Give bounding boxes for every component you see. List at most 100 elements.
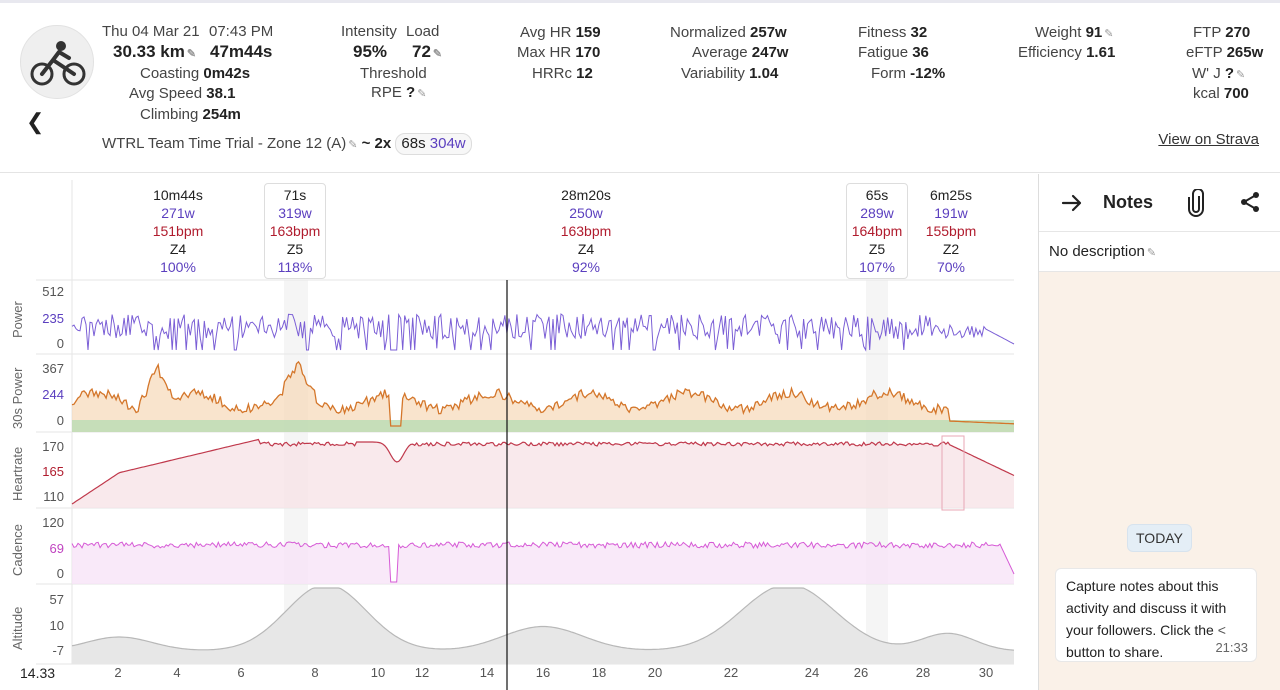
- avg-speed-stat: Avg Speed 38.1: [129, 85, 236, 102]
- cadence-tick-mid: 69: [49, 541, 64, 556]
- activity-date: Thu 04 Mar 21: [102, 23, 200, 40]
- hrrc-stat: HRRc 12: [532, 65, 593, 82]
- load-value[interactable]: 72 ✎: [412, 42, 443, 61]
- x-tick: 10: [370, 665, 386, 680]
- x-tick: 12: [414, 665, 430, 680]
- share-inline-icon: <: [1217, 622, 1226, 638]
- x-tick: 14: [479, 665, 495, 680]
- share-icon[interactable]: [1239, 191, 1261, 213]
- notes-title: Notes: [1103, 192, 1154, 212]
- power30-line: [71, 360, 1015, 427]
- weight-stat[interactable]: Weight 91 ✎: [1035, 24, 1114, 41]
- arrow-right-icon[interactable]: [1061, 192, 1083, 214]
- rpe-stat[interactable]: RPE ? ✎: [371, 84, 427, 101]
- altitude-line: [71, 587, 1015, 651]
- power30-tick-min: 0: [56, 413, 64, 428]
- activity-charts[interactable]: 10m44s 271w 151bpm Z4 100% 71s 319w 163b…: [0, 174, 1038, 690]
- hr-tick-max: 170: [42, 439, 64, 454]
- segment-card-1[interactable]: 10m44s 271w 151bpm Z4 100%: [130, 186, 226, 276]
- notes-description[interactable]: No description ✎: [1039, 232, 1280, 272]
- segment-pct: 118%: [277, 259, 313, 275]
- kcal-stat: kcal 700: [1193, 85, 1249, 102]
- power30-area: [72, 361, 1014, 432]
- x-tick: 2: [114, 665, 122, 680]
- segment-zone: Z2: [942, 241, 960, 257]
- edit-rpe-pencil-icon: ✎: [417, 88, 427, 100]
- hr-area: [72, 439, 1014, 508]
- x-tick: 8: [311, 665, 319, 680]
- power-tick-min: 0: [56, 336, 64, 351]
- x-tick: 18: [591, 665, 607, 680]
- segment-card-2[interactable]: 71s 319w 163bpm Z5 118%: [264, 183, 326, 279]
- wj-stat[interactable]: W' J ? ✎: [1192, 65, 1246, 82]
- segment-bpm: 163bpm: [269, 223, 321, 239]
- altitude-axis-name: Altitude: [10, 606, 25, 650]
- hr-tick-min: 110: [43, 489, 64, 504]
- power30-tick-mid: 244: [42, 387, 64, 402]
- segment-duration: 65s: [865, 187, 889, 203]
- x-tick: 30: [978, 665, 994, 680]
- altitude-tick-max: 57: [49, 592, 64, 607]
- x-tick: 22: [723, 665, 739, 680]
- edit-weight-pencil-icon: ✎: [1104, 28, 1114, 40]
- segment-duration: 28m20s: [561, 187, 611, 203]
- cadence-tick-min: 0: [56, 566, 64, 581]
- message-time: 21:33: [1215, 640, 1248, 655]
- view-on-strava-link[interactable]: View on Strava: [1158, 131, 1259, 148]
- edit-description-pencil-icon: ✎: [1146, 247, 1157, 259]
- notes-header: Notes: [1039, 174, 1280, 232]
- segment-zone: Z4: [577, 241, 595, 257]
- normalized-stat: Normalized 257w: [670, 24, 787, 41]
- segment-card-5[interactable]: 6m25s 191w 155bpm Z2 70%: [912, 186, 990, 276]
- charts-svg[interactable]: [0, 174, 1038, 690]
- segment-watts: 191w: [934, 205, 968, 221]
- x-tick: 24: [804, 665, 820, 680]
- segment-zone: Z5: [868, 241, 886, 257]
- edit-pencil-icon: ✎: [186, 48, 197, 60]
- back-chevron-icon[interactable]: ❮: [26, 109, 45, 134]
- coasting-stat: Coasting 0m42s: [140, 65, 251, 82]
- variability-stat: Variability 1.04: [681, 65, 779, 82]
- interval-chip: 68s 304w: [395, 133, 472, 155]
- altitude-tick-mid: 10: [49, 618, 64, 633]
- distance-value[interactable]: 30.33 km ✎: [113, 42, 197, 61]
- intensity-value: 95%: [353, 42, 388, 61]
- segment-bpm: 164bpm: [851, 223, 903, 239]
- efficiency-stat: Efficiency 1.61: [1018, 44, 1116, 61]
- ftp-stat: FTP 270: [1193, 24, 1251, 41]
- activity-header: ❮ Thu 04 Mar 21 07:43 PM 30.33 km ✎ 47m44…: [0, 0, 1280, 173]
- segment-watts: 271w: [161, 205, 195, 221]
- power-tick-max: 512: [42, 284, 64, 299]
- x-tick: 28: [915, 665, 931, 680]
- cadence-line: [71, 540, 1015, 583]
- segment-watts: 319w: [278, 205, 312, 221]
- edit-load-pencil-icon: ✎: [432, 48, 443, 60]
- activity-title[interactable]: WTRL Team Time Trial - Zone 12 (A) ✎ ~ 2x…: [102, 133, 472, 155]
- segment-pct: 92%: [571, 259, 601, 275]
- hr-selection-box: [941, 435, 965, 511]
- cycling-avatar-icon: [20, 25, 94, 99]
- notes-message-bubble: Capture notes about this activity and di…: [1055, 568, 1257, 662]
- segment-card-4[interactable]: 65s 289w 164bpm Z5 107%: [846, 183, 908, 279]
- cadence-area: [72, 542, 1014, 584]
- edit-wj-pencil-icon: ✎: [1236, 69, 1246, 81]
- average-stat: Average 247w: [692, 44, 789, 61]
- avg-hr-stat: Avg HR 159: [520, 24, 601, 41]
- x-tick: 26: [853, 665, 869, 680]
- cadence-axis-name: Cadence: [10, 523, 25, 576]
- heartrate-axis-name: Heartrate: [10, 446, 25, 501]
- load-label: Load: [406, 23, 440, 40]
- intensity-label: Intensity: [341, 23, 397, 40]
- segment-duration: 71s: [283, 187, 307, 203]
- segment-card-3[interactable]: 28m20s 250w 163bpm Z4 92%: [538, 186, 634, 276]
- cursor-distance-value: 14.33: [20, 665, 56, 681]
- segment-watts: 289w: [860, 205, 894, 221]
- paperclip-icon[interactable]: [1187, 189, 1205, 217]
- x-tick: 6: [237, 665, 245, 680]
- hr-tick-mid: 165: [42, 464, 64, 479]
- fatigue-stat: Fatigue 36: [858, 44, 929, 61]
- duration-value: 47m44s: [210, 42, 273, 61]
- threshold-label: Threshold: [360, 65, 427, 82]
- segment-zone: Z4: [169, 241, 187, 257]
- eftp-stat: eFTP 265w: [1186, 44, 1264, 61]
